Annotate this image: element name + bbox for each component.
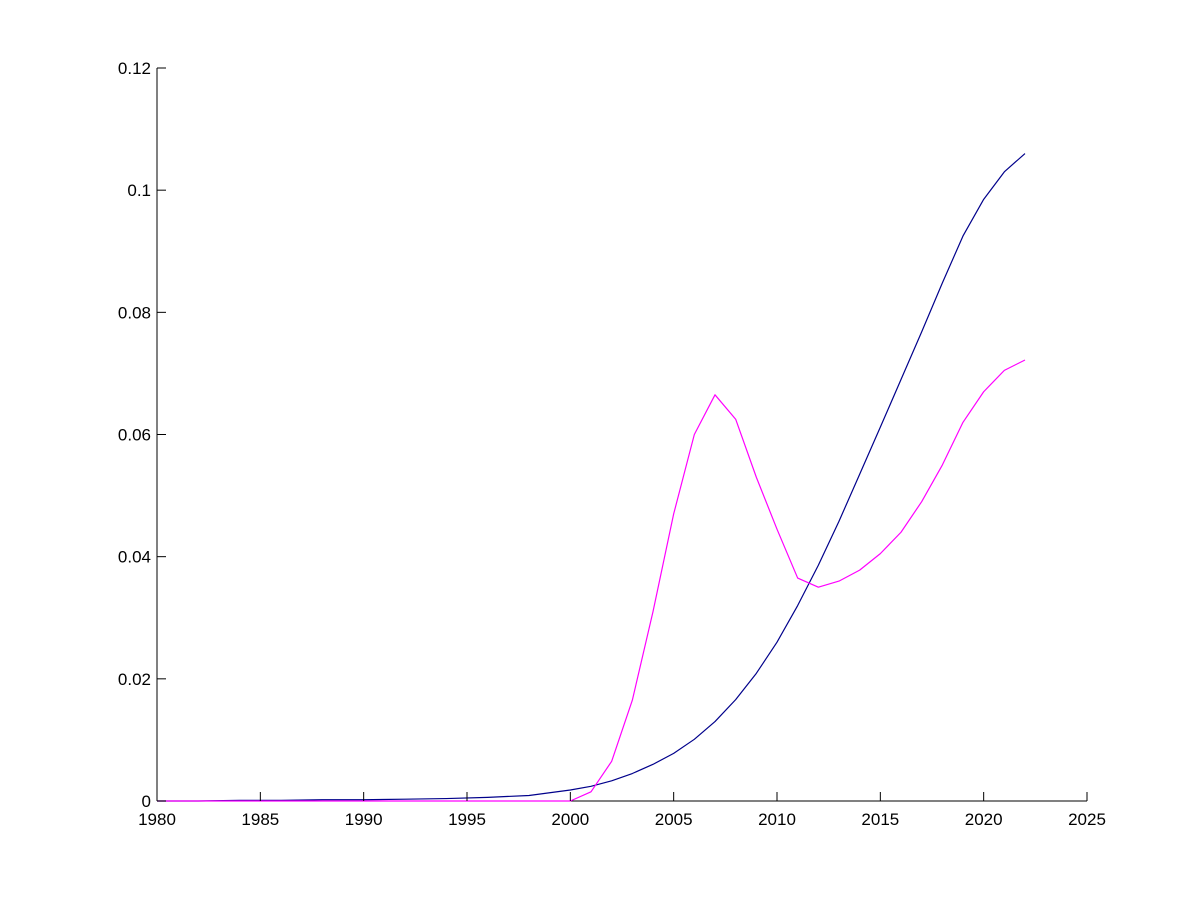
x-axis-ticks: 1980 1985 1990 1995 2000 2005 2010 2015 2020 2025 (138, 792, 1106, 829)
y-tick-label: 0 (142, 792, 151, 811)
x-tick-label: 1990 (345, 810, 383, 829)
series-line-1 (157, 153, 1026, 802)
y-tick-label: 0.12 (118, 59, 151, 78)
y-tick-label: 0.04 (118, 548, 151, 567)
x-tick-label: 1995 (448, 810, 486, 829)
x-tick-label: 1985 (241, 810, 279, 829)
y-axis-ticks: 0 0.02 0.04 0.06 0.08 0.1 0.12 (118, 59, 166, 811)
x-tick-label: 2025 (1068, 810, 1106, 829)
series-group (157, 153, 1026, 802)
x-tick-label: 2005 (655, 810, 693, 829)
y-tick-label: 0.08 (118, 303, 151, 322)
y-tick-label: 0.06 (118, 426, 151, 445)
x-tick-label: 1980 (138, 810, 176, 829)
series-line-2 (157, 359, 1026, 802)
x-tick-label: 2020 (965, 810, 1003, 829)
x-tick-label: 2000 (551, 810, 589, 829)
x-tick-label: 2010 (758, 810, 796, 829)
x-tick-label: 2015 (861, 810, 899, 829)
axes (156, 68, 1087, 802)
y-tick-label: 0.02 (118, 670, 151, 689)
y-tick-label: 0.1 (127, 181, 151, 200)
